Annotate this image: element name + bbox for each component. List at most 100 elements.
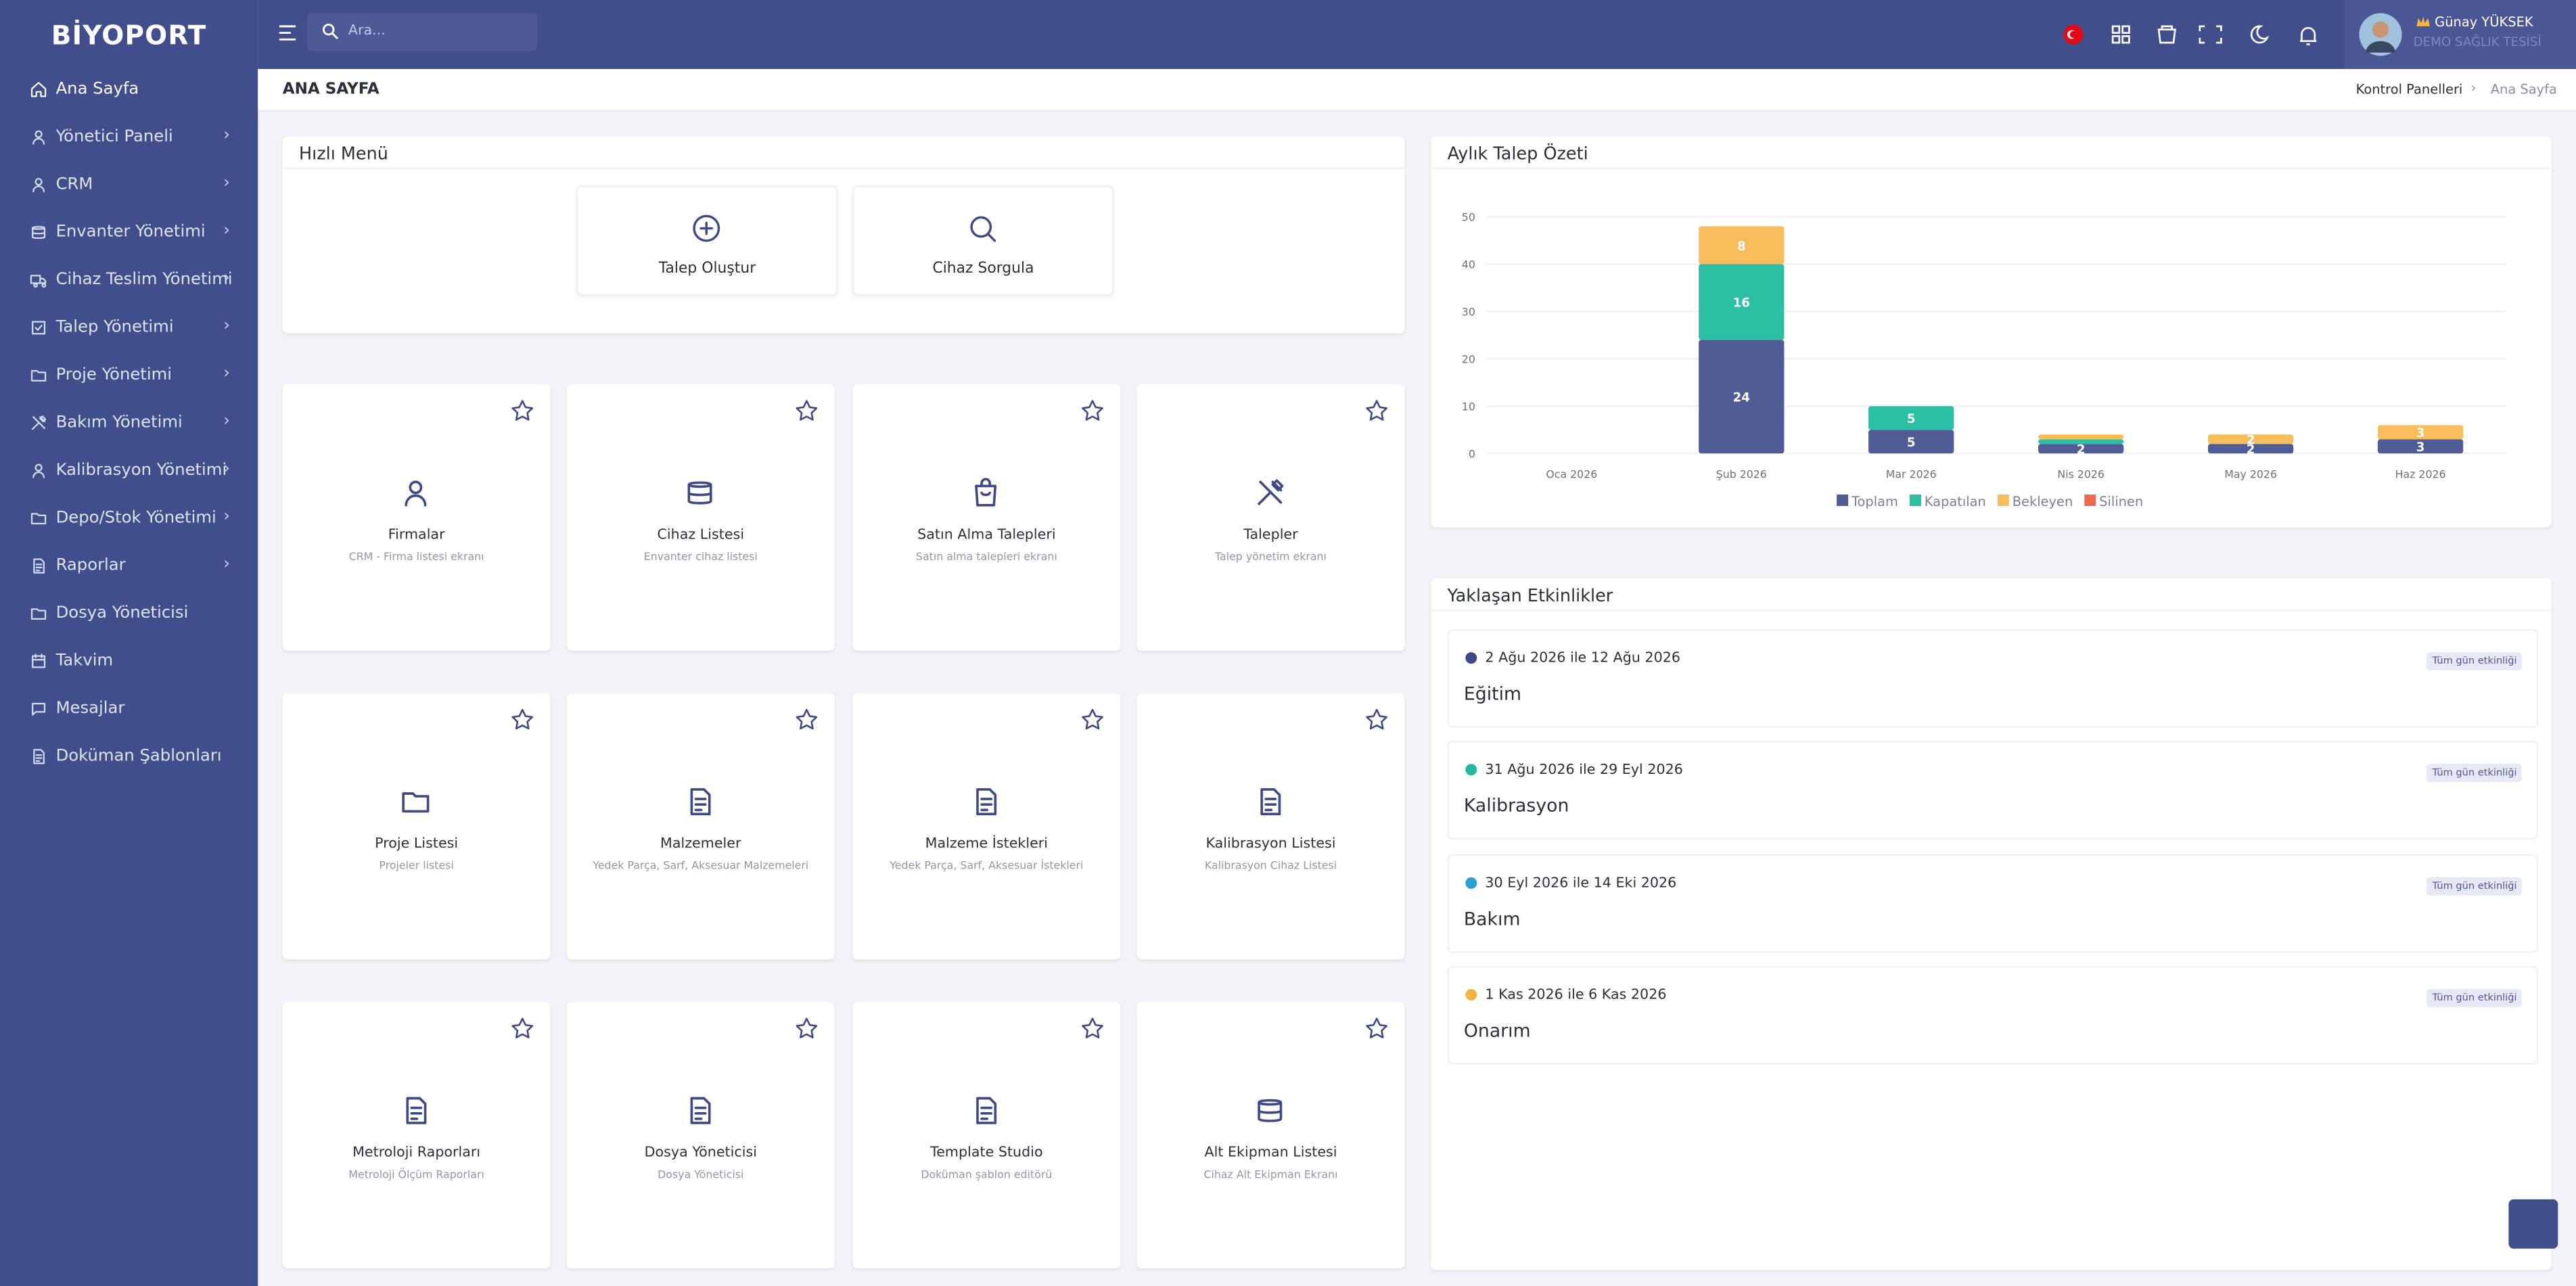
nav-label: Takvim [55, 652, 114, 670]
tile-title: Proje Listesi [375, 836, 459, 853]
floating-button[interactable] [2508, 1199, 2558, 1249]
x-tick-label: Oca 2026 [1546, 468, 1597, 481]
logo[interactable]: BİYOPORT [51, 20, 207, 51]
chart-card: Aylık Talep Özeti 0 10 20 30 40 50 Oca 2026 Şub… [1431, 136, 2552, 528]
icon [687, 481, 712, 505]
icon-shape [30, 513, 47, 525]
icon-shape [32, 178, 45, 193]
menu-toggle[interactable] [277, 23, 297, 43]
event-item[interactable]: 31 Ağu 2026 ile 29 Eyl 2026 Tüm gün etkin… [1447, 741, 2539, 840]
quick-item[interactable]: Talep Oluştur [576, 185, 838, 296]
icon [1082, 400, 1103, 421]
shortcut-tile[interactable]: Talepler Talep yönetim ekranı [1136, 384, 1405, 651]
nav-label: Kalibrasyon Yönetimi [55, 461, 227, 480]
quick-menu-card: Hızlı Menü Talep Oluştur Cihaz Sorgula [282, 136, 1405, 334]
nav-item[interactable]: Mesajlar [0, 690, 258, 729]
icon [30, 513, 47, 525]
event-date: 30 Eyl 2026 ile 14 Eki 2026 [1485, 875, 1677, 892]
nav-item[interactable]: Depo/Stok Yönetimi › [0, 499, 258, 538]
event-name: Onarım [1463, 1019, 1531, 1042]
nav-item[interactable]: Raporlar › [0, 547, 258, 587]
shortcut-tile[interactable]: Proje Listesi Projeler listesi [282, 693, 551, 960]
event-item[interactable]: 1 Kas 2026 ile 6 Kas 2026 Tüm gün etkinli… [1447, 965, 2539, 1065]
icon [1082, 708, 1103, 730]
bar-segment [2207, 434, 2294, 444]
legend-swatch [1997, 494, 2009, 506]
tile-title: Malzemeler [660, 836, 741, 853]
nav-item[interactable]: Kalibrasyon Yönetimi › [0, 452, 258, 491]
icon [406, 1097, 427, 1124]
data-label: 24 [1733, 391, 1750, 405]
shortcut-tile[interactable]: Malzeme İstekleri Yedek Parça, Sarf, Akse… [852, 693, 1121, 960]
nav-label: Yönetici Paneli [55, 128, 173, 147]
header-icons[interactable] [2062, 20, 2325, 49]
icon [690, 788, 711, 816]
tile-title: Dosya Yöneticisi [644, 1145, 757, 1162]
data-label: 3 [2416, 440, 2425, 455]
event-dot [1465, 876, 1477, 888]
nav-arrow: › [223, 221, 230, 240]
user-menu[interactable]: Günay YÜKSEK DEMO SAĞLIK TESİSİ [2344, 0, 2576, 69]
icon-path [976, 788, 997, 816]
shortcut-tile[interactable]: Alt Ekipman Listesi Cihaz Alt Ekipman Ekr… [1136, 1002, 1405, 1268]
shortcut-tile[interactable]: Malzemeler Yedek Parça, Sarf, Aksesuar Ma… [566, 693, 835, 960]
icon-path [30, 513, 47, 525]
icon-path [30, 370, 47, 382]
nav-item[interactable]: Doküman Şablonları [0, 737, 258, 777]
search-box[interactable]: Ara... [307, 13, 538, 51]
shortcut-tile[interactable]: Satın Alma Talepleri Satın alma talepleri… [852, 384, 1121, 651]
icon-path [402, 792, 430, 813]
tile-subtitle: CRM - Firma listesi ekranı [348, 550, 484, 564]
chart: 0 10 20 30 40 50 Oca 2026 Şub 2026 24 16 8 Mar 2026… [1462, 211, 2506, 509]
shortcut-tile[interactable]: Cihaz Listesi Envanter cihaz listesi [566, 384, 835, 651]
icon-path [32, 653, 46, 668]
icon [30, 82, 47, 97]
breadcrumb-link[interactable]: Kontrol Panelleri [2355, 82, 2463, 97]
nav-item[interactable]: Talep Yönetimi › [0, 309, 258, 348]
event-date: 2 Ağu 2026 ile 12 Ağu 2026 [1485, 650, 1681, 667]
shortcut-tile[interactable]: Dosya Yöneticisi Dosya Yöneticisi [566, 1002, 835, 1268]
y-tick-label: 0 [1469, 447, 1475, 460]
nav-item[interactable]: Bakım Yönetimi › [0, 404, 258, 443]
nav-item[interactable]: Envanter Yönetimi › [0, 214, 258, 253]
shortcut-tile[interactable]: Metroloji Raporları Metroloji Ölçüm Rapor… [282, 1002, 551, 1268]
shortcut-tile[interactable]: Firmalar CRM - Firma listesi ekranı [282, 384, 551, 651]
shortcut-tile[interactable]: Template Studio Doküman şablon editörü [852, 1002, 1121, 1268]
nav-item[interactable]: Cihaz Teslim Yönetimi › [0, 261, 258, 300]
tile-subtitle: Kalibrasyon Cihaz Listesi [1204, 859, 1337, 873]
icon [1258, 479, 1284, 505]
icon [405, 480, 427, 507]
data-label: 16 [1733, 296, 1750, 311]
data-label: 5 [1907, 412, 1916, 426]
event-item[interactable]: 2 Ağu 2026 ile 12 Ağu 2026 Tüm gün etkinl… [1447, 629, 2539, 728]
tile-title: Satın Alma Talepleri [917, 527, 1056, 544]
icon-shape [1082, 400, 1103, 421]
event-badge: Tüm gün etkinliği [2427, 764, 2522, 783]
icon [33, 749, 45, 764]
nav-item[interactable]: Proje Yönetimi › [0, 357, 258, 396]
icon-path [687, 481, 712, 505]
icon-path [796, 708, 818, 730]
quick-item[interactable]: Cihaz Sorgula [852, 185, 1114, 296]
icon [693, 214, 720, 242]
bar-segment [2377, 425, 2464, 440]
legend-swatch [2084, 494, 2096, 506]
nav-item[interactable]: Dosya Yöneticisi [0, 595, 258, 634]
shortcut-tile[interactable]: Kalibrasyon Listesi Kalibrasyon Cihaz Lis… [1136, 693, 1405, 960]
event-item[interactable]: 30 Eyl 2026 ile 14 Eki 2026 Tüm gün etkin… [1447, 853, 2539, 952]
nav-item[interactable]: Yönetici Paneli › [0, 118, 258, 158]
icon-shape [1366, 400, 1388, 421]
icon [30, 608, 47, 620]
icon [511, 1017, 534, 1038]
icon-path [690, 788, 711, 816]
icon [32, 178, 45, 193]
nav-label: Envanter Yönetimi [55, 223, 206, 242]
icon [1082, 1017, 1103, 1038]
icon-shape [33, 558, 45, 574]
icon [796, 1017, 818, 1038]
nav-item[interactable]: Ana Sayfa [0, 70, 258, 110]
nav-item[interactable]: CRM › [0, 166, 258, 205]
y-tick-label: 40 [1462, 258, 1475, 271]
nav-item[interactable]: Takvim [0, 643, 258, 682]
icon-path [30, 275, 47, 288]
